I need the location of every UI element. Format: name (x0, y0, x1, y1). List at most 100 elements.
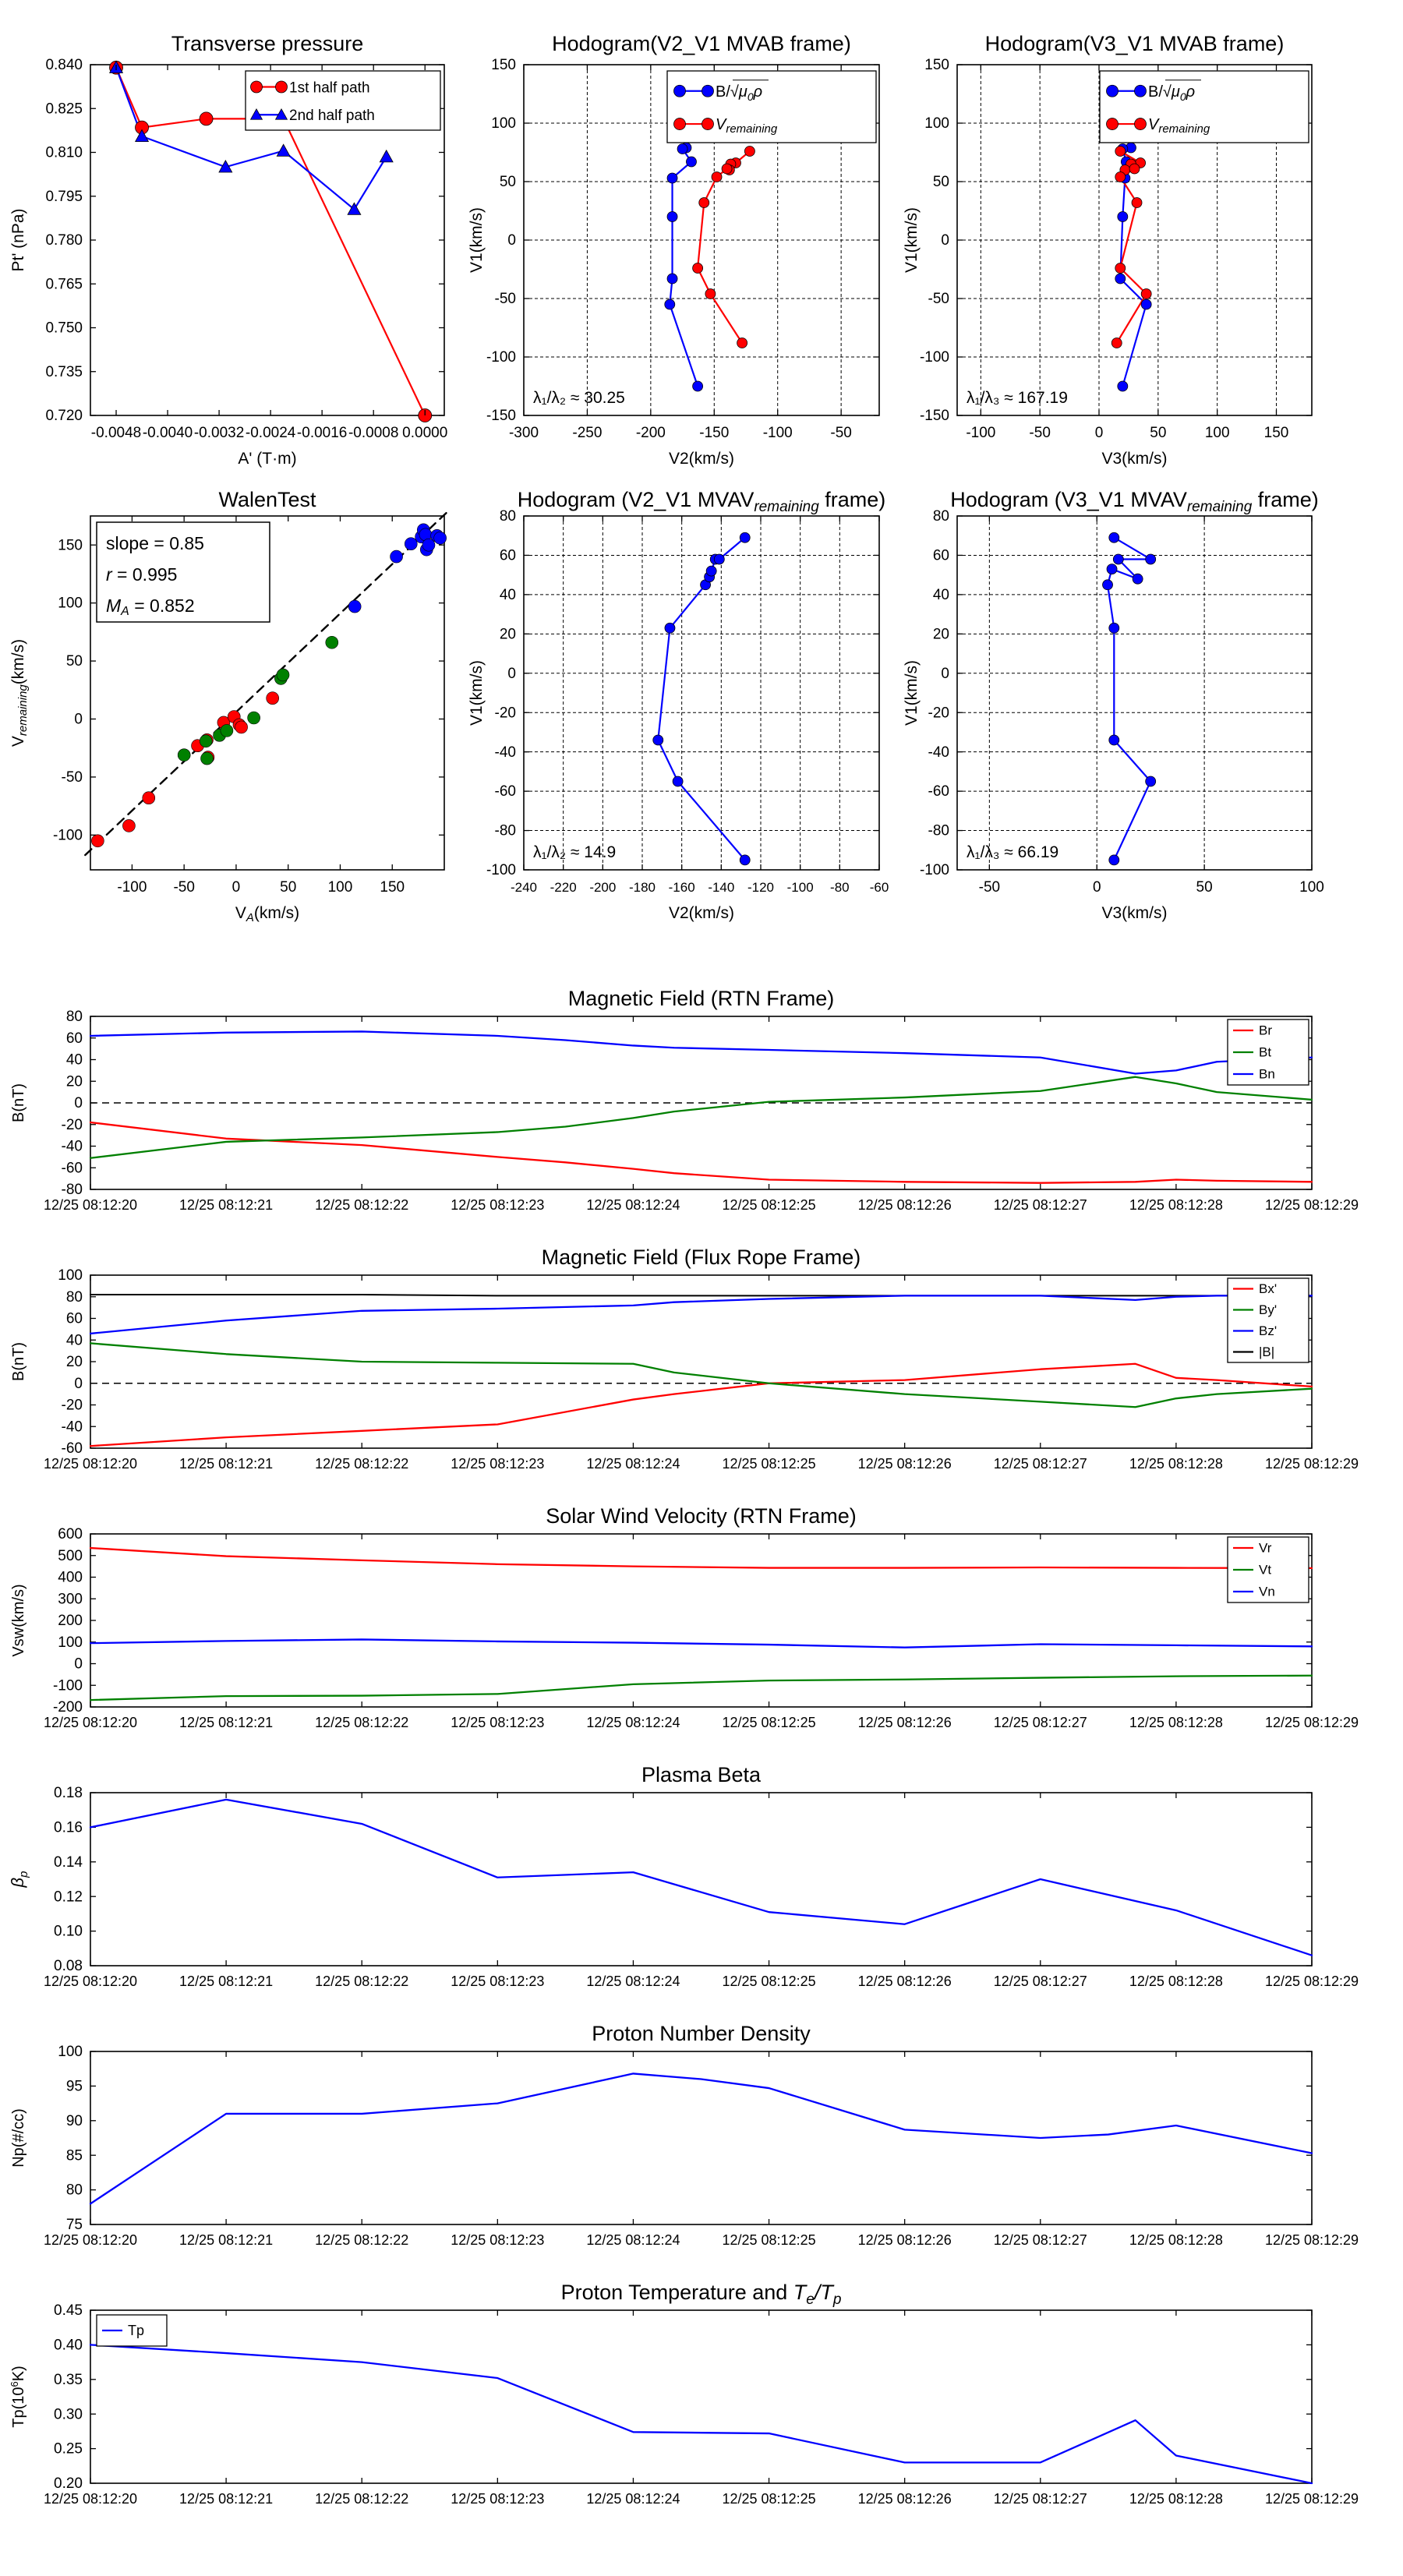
svg-text:0.08: 0.08 (54, 1958, 83, 1974)
svg-text:Bx': Bx' (1259, 1281, 1277, 1296)
svg-text:Hodogram (V2_V1 MVAVremaining: Hodogram (V2_V1 MVAVremaining frame) (518, 488, 886, 515)
svg-text:12/25 08:12:28: 12/25 08:12:28 (1129, 1197, 1223, 1213)
svg-text:100: 100 (491, 115, 516, 132)
svg-text:60: 60 (933, 548, 949, 564)
svg-text:0.795: 0.795 (45, 189, 83, 205)
svg-text:B(nT): B(nT) (10, 1083, 27, 1122)
svg-text:12/25 08:12:29: 12/25 08:12:29 (1265, 1974, 1359, 1989)
svg-text:12/25 08:12:27: 12/25 08:12:27 (994, 2491, 1087, 2507)
svg-text:B/√μ0ρ: B/√μ0ρ (1148, 83, 1195, 103)
svg-text:12/25 08:12:21: 12/25 08:12:21 (179, 1974, 273, 1989)
svg-text:80: 80 (933, 508, 949, 525)
svg-text:-80: -80 (62, 1182, 83, 1198)
svg-text:-100: -100 (53, 827, 83, 843)
svg-text:Solar Wind Velocity (RTN Frame: Solar Wind Velocity (RTN Frame) (546, 1504, 857, 1528)
svg-text:0.840: 0.840 (45, 57, 83, 73)
svg-text:300: 300 (58, 1591, 83, 1607)
svg-text:12/25 08:12:28: 12/25 08:12:28 (1129, 2232, 1223, 2248)
svg-text:12/25 08:12:20: 12/25 08:12:20 (44, 2232, 137, 2248)
svg-text:12/25 08:12:26: 12/25 08:12:26 (858, 2491, 952, 2507)
svg-text:12/25 08:12:20: 12/25 08:12:20 (44, 1974, 137, 1989)
svg-text:V1(km/s): V1(km/s) (903, 660, 921, 726)
svg-text:12/25 08:12:23: 12/25 08:12:23 (451, 1197, 544, 1213)
svg-text:80: 80 (66, 2182, 83, 2199)
svg-text:Vt: Vt (1259, 1562, 1271, 1577)
svg-text:-160: -160 (669, 880, 695, 895)
svg-text:A' (T·m): A' (T·m) (238, 450, 296, 468)
svg-text:Br: Br (1259, 1023, 1272, 1037)
svg-text:-200: -200 (53, 1699, 83, 1716)
svg-text:80: 80 (66, 1009, 83, 1025)
svg-text:-100: -100 (966, 425, 995, 441)
svg-text:12/25 08:12:28: 12/25 08:12:28 (1129, 1456, 1223, 1472)
svg-text:85: 85 (66, 2147, 83, 2164)
svg-text:Tp: Tp (128, 2323, 144, 2338)
svg-text:-40: -40 (928, 744, 949, 761)
svg-text:2nd half path: 2nd half path (289, 108, 375, 124)
svg-text:0.765: 0.765 (45, 276, 83, 292)
svg-text:12/25 08:12:20: 12/25 08:12:20 (44, 1456, 137, 1472)
svg-text:-100: -100 (53, 1677, 83, 1694)
svg-text:-20: -20 (495, 705, 516, 721)
svg-text:V1(km/s): V1(km/s) (468, 660, 486, 726)
svg-text:-60: -60 (62, 1160, 83, 1176)
svg-text:50: 50 (280, 879, 296, 896)
svg-text:12/25 08:12:29: 12/25 08:12:29 (1265, 1197, 1359, 1213)
svg-text:12/25 08:12:22: 12/25 08:12:22 (315, 1974, 408, 1989)
svg-text:12/25 08:12:25: 12/25 08:12:25 (722, 1715, 815, 1730)
svg-text:12/25 08:12:20: 12/25 08:12:20 (44, 1715, 137, 1730)
svg-text:0: 0 (74, 1656, 83, 1673)
svg-text:100: 100 (1205, 425, 1230, 441)
svg-text:150: 150 (380, 879, 405, 896)
svg-text:12/25 08:12:28: 12/25 08:12:28 (1129, 1715, 1223, 1730)
svg-text:-100: -100 (486, 862, 516, 878)
svg-text:80: 80 (66, 1289, 83, 1306)
svg-text:400: 400 (58, 1570, 83, 1586)
svg-text:12/25 08:12:21: 12/25 08:12:21 (179, 1456, 273, 1472)
svg-text:-60: -60 (928, 783, 949, 800)
svg-text:20: 20 (500, 626, 516, 642)
svg-text:12/25 08:12:21: 12/25 08:12:21 (179, 1197, 273, 1213)
svg-text:-40: -40 (62, 1419, 83, 1435)
svg-text:100: 100 (58, 1267, 83, 1284)
svg-text:0.40: 0.40 (54, 2337, 83, 2353)
svg-text:0: 0 (507, 666, 516, 682)
svg-text:12/25 08:12:24: 12/25 08:12:24 (586, 2491, 680, 2507)
svg-text:-60: -60 (870, 880, 889, 895)
svg-text:slope = 0.85: slope = 0.85 (106, 533, 204, 553)
svg-text:12/25 08:12:23: 12/25 08:12:23 (451, 1974, 544, 1989)
svg-text:Vn: Vn (1259, 1584, 1275, 1599)
svg-text:-250: -250 (572, 425, 602, 441)
svg-text:12/25 08:12:29: 12/25 08:12:29 (1265, 2232, 1359, 2248)
svg-text:-50: -50 (62, 769, 83, 786)
svg-text:0.720: 0.720 (45, 408, 83, 424)
svg-text:12/25 08:12:23: 12/25 08:12:23 (451, 1715, 544, 1730)
svg-text:-60: -60 (62, 1440, 83, 1457)
svg-text:0.14: 0.14 (54, 1854, 83, 1871)
svg-text:-80: -80 (830, 880, 850, 895)
svg-text:12/25 08:12:24: 12/25 08:12:24 (586, 1715, 680, 1730)
svg-text:Hodogram(V2_V1 MVAB frame): Hodogram(V2_V1 MVAB frame) (552, 32, 851, 55)
svg-text:λ₁/λ₂ ≈ 30.25: λ₁/λ₂ ≈ 30.25 (533, 389, 625, 407)
svg-text:-100: -100 (920, 349, 949, 366)
svg-text:MA = 0.852: MA = 0.852 (106, 595, 195, 618)
svg-text:12/25 08:12:23: 12/25 08:12:23 (451, 1456, 544, 1472)
svg-text:12/25 08:12:25: 12/25 08:12:25 (722, 1974, 815, 1989)
svg-text:0.25: 0.25 (54, 2441, 83, 2458)
svg-text:12/25 08:12:28: 12/25 08:12:28 (1129, 2491, 1223, 2507)
svg-text:Proton Number Density: Proton Number Density (592, 2022, 811, 2045)
svg-text:Proton Temperature and Te/Tp: Proton Temperature and Te/Tp (561, 2281, 842, 2308)
svg-text:Pt' (nPa): Pt' (nPa) (9, 208, 27, 271)
svg-text:-200: -200 (636, 425, 666, 441)
svg-text:-50: -50 (928, 291, 949, 307)
svg-text:0: 0 (74, 712, 83, 728)
svg-text:-50: -50 (173, 879, 194, 896)
svg-text:12/25 08:12:24: 12/25 08:12:24 (586, 1197, 680, 1213)
svg-text:12/25 08:12:26: 12/25 08:12:26 (858, 1197, 952, 1213)
svg-text:Magnetic Field (Flux Rope Fram: Magnetic Field (Flux Rope Frame) (542, 1246, 861, 1269)
svg-text:12/25 08:12:22: 12/25 08:12:22 (315, 1456, 408, 1472)
svg-text:150: 150 (924, 57, 949, 73)
svg-text:-100: -100 (787, 880, 814, 895)
svg-text:0: 0 (941, 666, 949, 682)
svg-text:150: 150 (491, 57, 516, 73)
